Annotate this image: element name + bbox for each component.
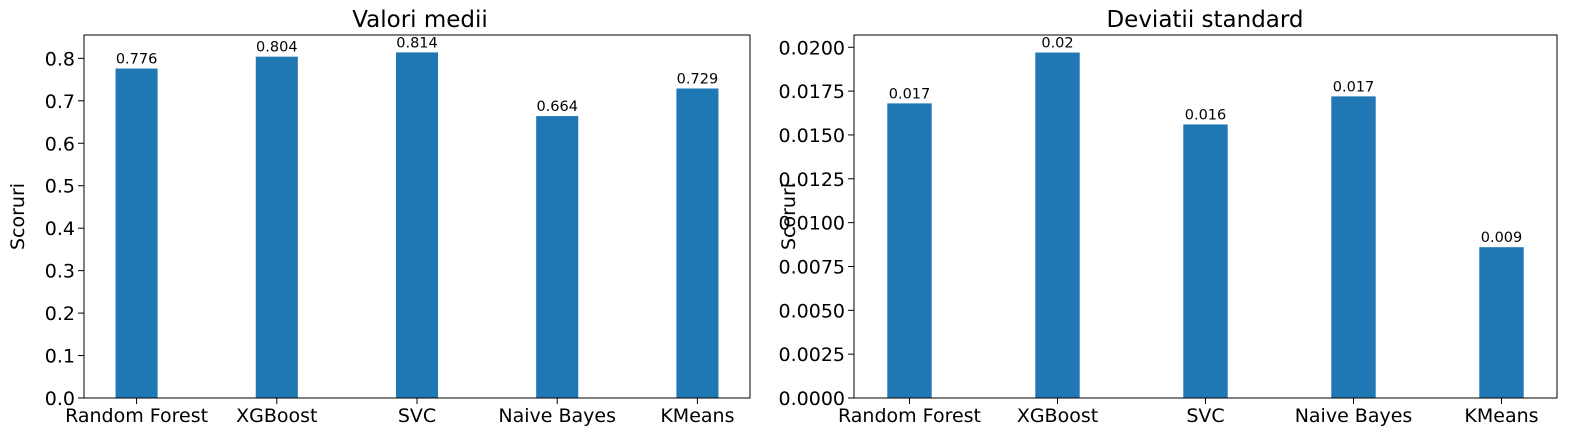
right-bar-3 <box>1331 96 1376 398</box>
right-ytick-label-3: 0.0075 <box>779 256 845 278</box>
right-ytick-label-6: 0.0150 <box>779 125 845 147</box>
left-bar-1 <box>255 56 298 399</box>
left-ytick-label-1: 0.1 <box>45 346 75 368</box>
left-ylabel: Scoruri <box>7 183 29 250</box>
left-data-label-0: 0.776 <box>116 52 158 68</box>
left-ytick-label-8: 0.8 <box>45 48 75 70</box>
right-ytick-label-2: 0.0050 <box>779 300 845 322</box>
left-ytick-label-2: 0.2 <box>45 303 75 325</box>
left-bar-4 <box>676 88 719 399</box>
left-xtick-label-2: SVC <box>398 405 436 427</box>
right-ylabel: Scoruri <box>778 183 800 250</box>
left-ytick-label-4: 0.4 <box>45 218 75 240</box>
right-xtick-label-3: Naive Bayes <box>1295 405 1413 427</box>
right-data-label-2: 0.016 <box>1185 107 1227 123</box>
left-ytick-label-5: 0.5 <box>45 176 75 198</box>
left-xtick-label-3: Naive Bayes <box>498 405 616 427</box>
right-data-label-1: 0.02 <box>1041 36 1073 52</box>
right-xtick-label-1: XGBoost <box>1017 405 1098 427</box>
right-data-label-3: 0.017 <box>1333 79 1375 95</box>
right-bar-0 <box>887 103 932 398</box>
right-ytick-label-4: 0.0100 <box>779 213 845 235</box>
left-xtick-label-0: Random Forest <box>65 405 208 427</box>
left-data-label-1: 0.804 <box>256 40 298 56</box>
right-ytick-label-8: 0.0200 <box>779 37 845 59</box>
left-bar-0 <box>115 68 158 398</box>
right-ytick-label-1: 0.0025 <box>779 344 845 366</box>
right-chart-title: Deviatii standard <box>1106 7 1303 33</box>
left-xtick-label-4: KMeans <box>660 405 734 427</box>
left-data-label-2: 0.814 <box>396 35 438 51</box>
left-ytick-label-6: 0.6 <box>45 133 75 155</box>
right-xtick-label-4: KMeans <box>1464 405 1538 427</box>
left-bar-2 <box>395 52 439 398</box>
left-ytick-label-3: 0.3 <box>45 261 75 283</box>
left-chart-title: Valori medii <box>352 7 488 33</box>
right-bar-2 <box>1183 124 1228 399</box>
right-data-label-0: 0.017 <box>889 86 931 102</box>
left-chart: 0.776 0.804 0.814 0.664 0.729 0.0 0.1 0.2 0.3 0.4… <box>7 7 751 427</box>
right-data-label-4: 0.009 <box>1481 230 1523 246</box>
right-bar-1 <box>1035 52 1080 398</box>
right-bar-4 <box>1479 247 1524 398</box>
right-ytick-label-7: 0.0175 <box>779 81 845 103</box>
right-xtick-label-0: Random Forest <box>838 405 981 427</box>
right-ytick-label-5: 0.0125 <box>779 169 845 191</box>
left-data-label-3: 0.664 <box>536 99 578 115</box>
right-ytick-label-0: 0.0000 <box>779 388 845 410</box>
left-data-label-4: 0.729 <box>677 71 719 87</box>
left-ytick-label-0: 0.0 <box>45 388 75 410</box>
left-bar-3 <box>536 116 579 398</box>
right-xtick-label-2: SVC <box>1186 405 1224 427</box>
left-ytick-label-7: 0.7 <box>45 91 75 113</box>
right-chart: 0.017 0.02 0.016 0.017 0.009 0.0000 0.0025 0.00… <box>778 7 1558 427</box>
left-xtick-label-1: XGBoost <box>236 405 317 427</box>
